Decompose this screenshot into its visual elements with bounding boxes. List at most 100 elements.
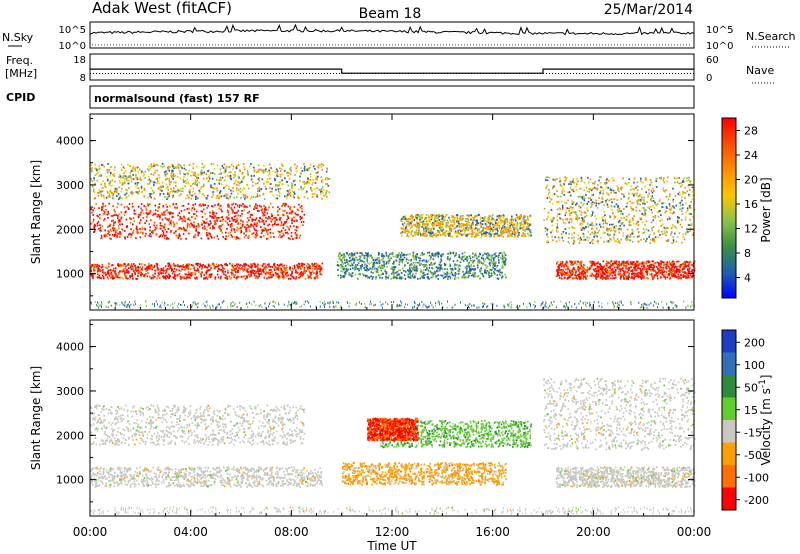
heat-cell [266,238,268,240]
heat-cell [111,192,113,194]
heat-cell [249,166,251,168]
heat-cell [107,195,109,197]
heat-cell [431,262,433,264]
heat-cell [261,265,263,267]
heat-cell [319,164,321,166]
heat-cell [116,235,118,237]
heat-cell [259,270,261,272]
heat-cell [137,177,139,179]
heat-cell [223,187,225,189]
heat-cell [222,177,224,179]
heat-cell [139,228,141,230]
heat-cell [232,266,234,268]
heat-cell [453,221,455,223]
heat-cell [233,177,235,179]
heat-cell [248,188,250,190]
heat-cell [453,253,455,255]
heat-cell [270,167,272,169]
heat-cell [218,203,220,205]
heat-cell [450,220,452,222]
heat-cell [107,276,109,278]
heat-cell [414,234,416,236]
heat-cell [202,211,204,213]
heat-cell [141,203,143,205]
heat-cell [109,175,111,177]
heat-cell [302,181,304,183]
heat-cell [343,263,345,265]
heat-cell [121,164,123,166]
heat-cell [300,173,302,175]
heat-cell [156,182,158,184]
heat-cell [168,238,170,240]
heat-cell [174,191,176,193]
heat-cell [114,169,116,171]
heat-cell [225,220,227,222]
heat-cell [292,238,294,240]
heat-cell [472,253,474,255]
heat-cell [187,277,189,279]
heat-cell [470,214,472,216]
heat-cell [596,266,598,268]
heat-cell [225,263,227,265]
heat-cell [451,272,453,274]
heat-cell [379,265,381,267]
heat-cell [263,183,265,185]
heat-cell [466,235,468,237]
heat-cell [108,272,110,274]
heat-cell [321,169,323,171]
heat-cell [431,264,433,266]
heat-cell [527,217,529,219]
heat-cell [180,190,182,192]
heat-cell [228,188,230,190]
heat-cell [292,219,294,221]
heat-cell [287,194,289,196]
heat-cell [497,215,499,217]
heat-cell [124,230,126,232]
heat-cell [450,277,452,279]
heat-cell [105,267,107,269]
heat-cell [415,259,417,261]
heat-cell [276,198,278,200]
heat-cell [421,263,423,265]
heat-cell [237,215,239,217]
heat-cell [251,214,253,216]
heat-cell [412,269,414,271]
heat-cell [452,219,454,221]
heat-cell [109,169,111,171]
heat-cell [183,176,185,178]
heat-cell [219,177,221,179]
heat-cell [206,233,208,235]
heat-cell [180,188,182,190]
heat-cell [201,272,203,274]
heat-cell [448,235,450,237]
heat-cell [517,225,519,227]
heat-cell [406,235,408,237]
heat-cell [490,233,492,235]
heat-cell [466,268,468,270]
heat-cell [191,171,193,173]
heat-cell [204,228,206,230]
heat-cell [119,195,121,197]
heat-cell [103,276,105,278]
heat-cell [401,235,403,237]
heat-cell [294,164,296,166]
heat-cell [234,216,236,218]
heat-cell [444,219,446,221]
heat-cell [199,263,201,265]
heat-cell [251,196,253,198]
heat-cell [268,216,270,218]
heat-cell [232,236,234,238]
heat-cell [477,267,479,269]
heat-cell [288,237,290,239]
heat-cell [194,213,196,215]
heat-cell [267,213,269,215]
heat-cell [252,224,254,226]
heat-cell [166,184,168,186]
heat-cell [173,226,175,228]
heat-cell [268,265,270,267]
heat-cell [428,220,430,222]
heat-cell [129,233,131,235]
heat-cell [450,268,452,270]
heat-cell [623,271,625,273]
heat-cell [422,260,424,262]
